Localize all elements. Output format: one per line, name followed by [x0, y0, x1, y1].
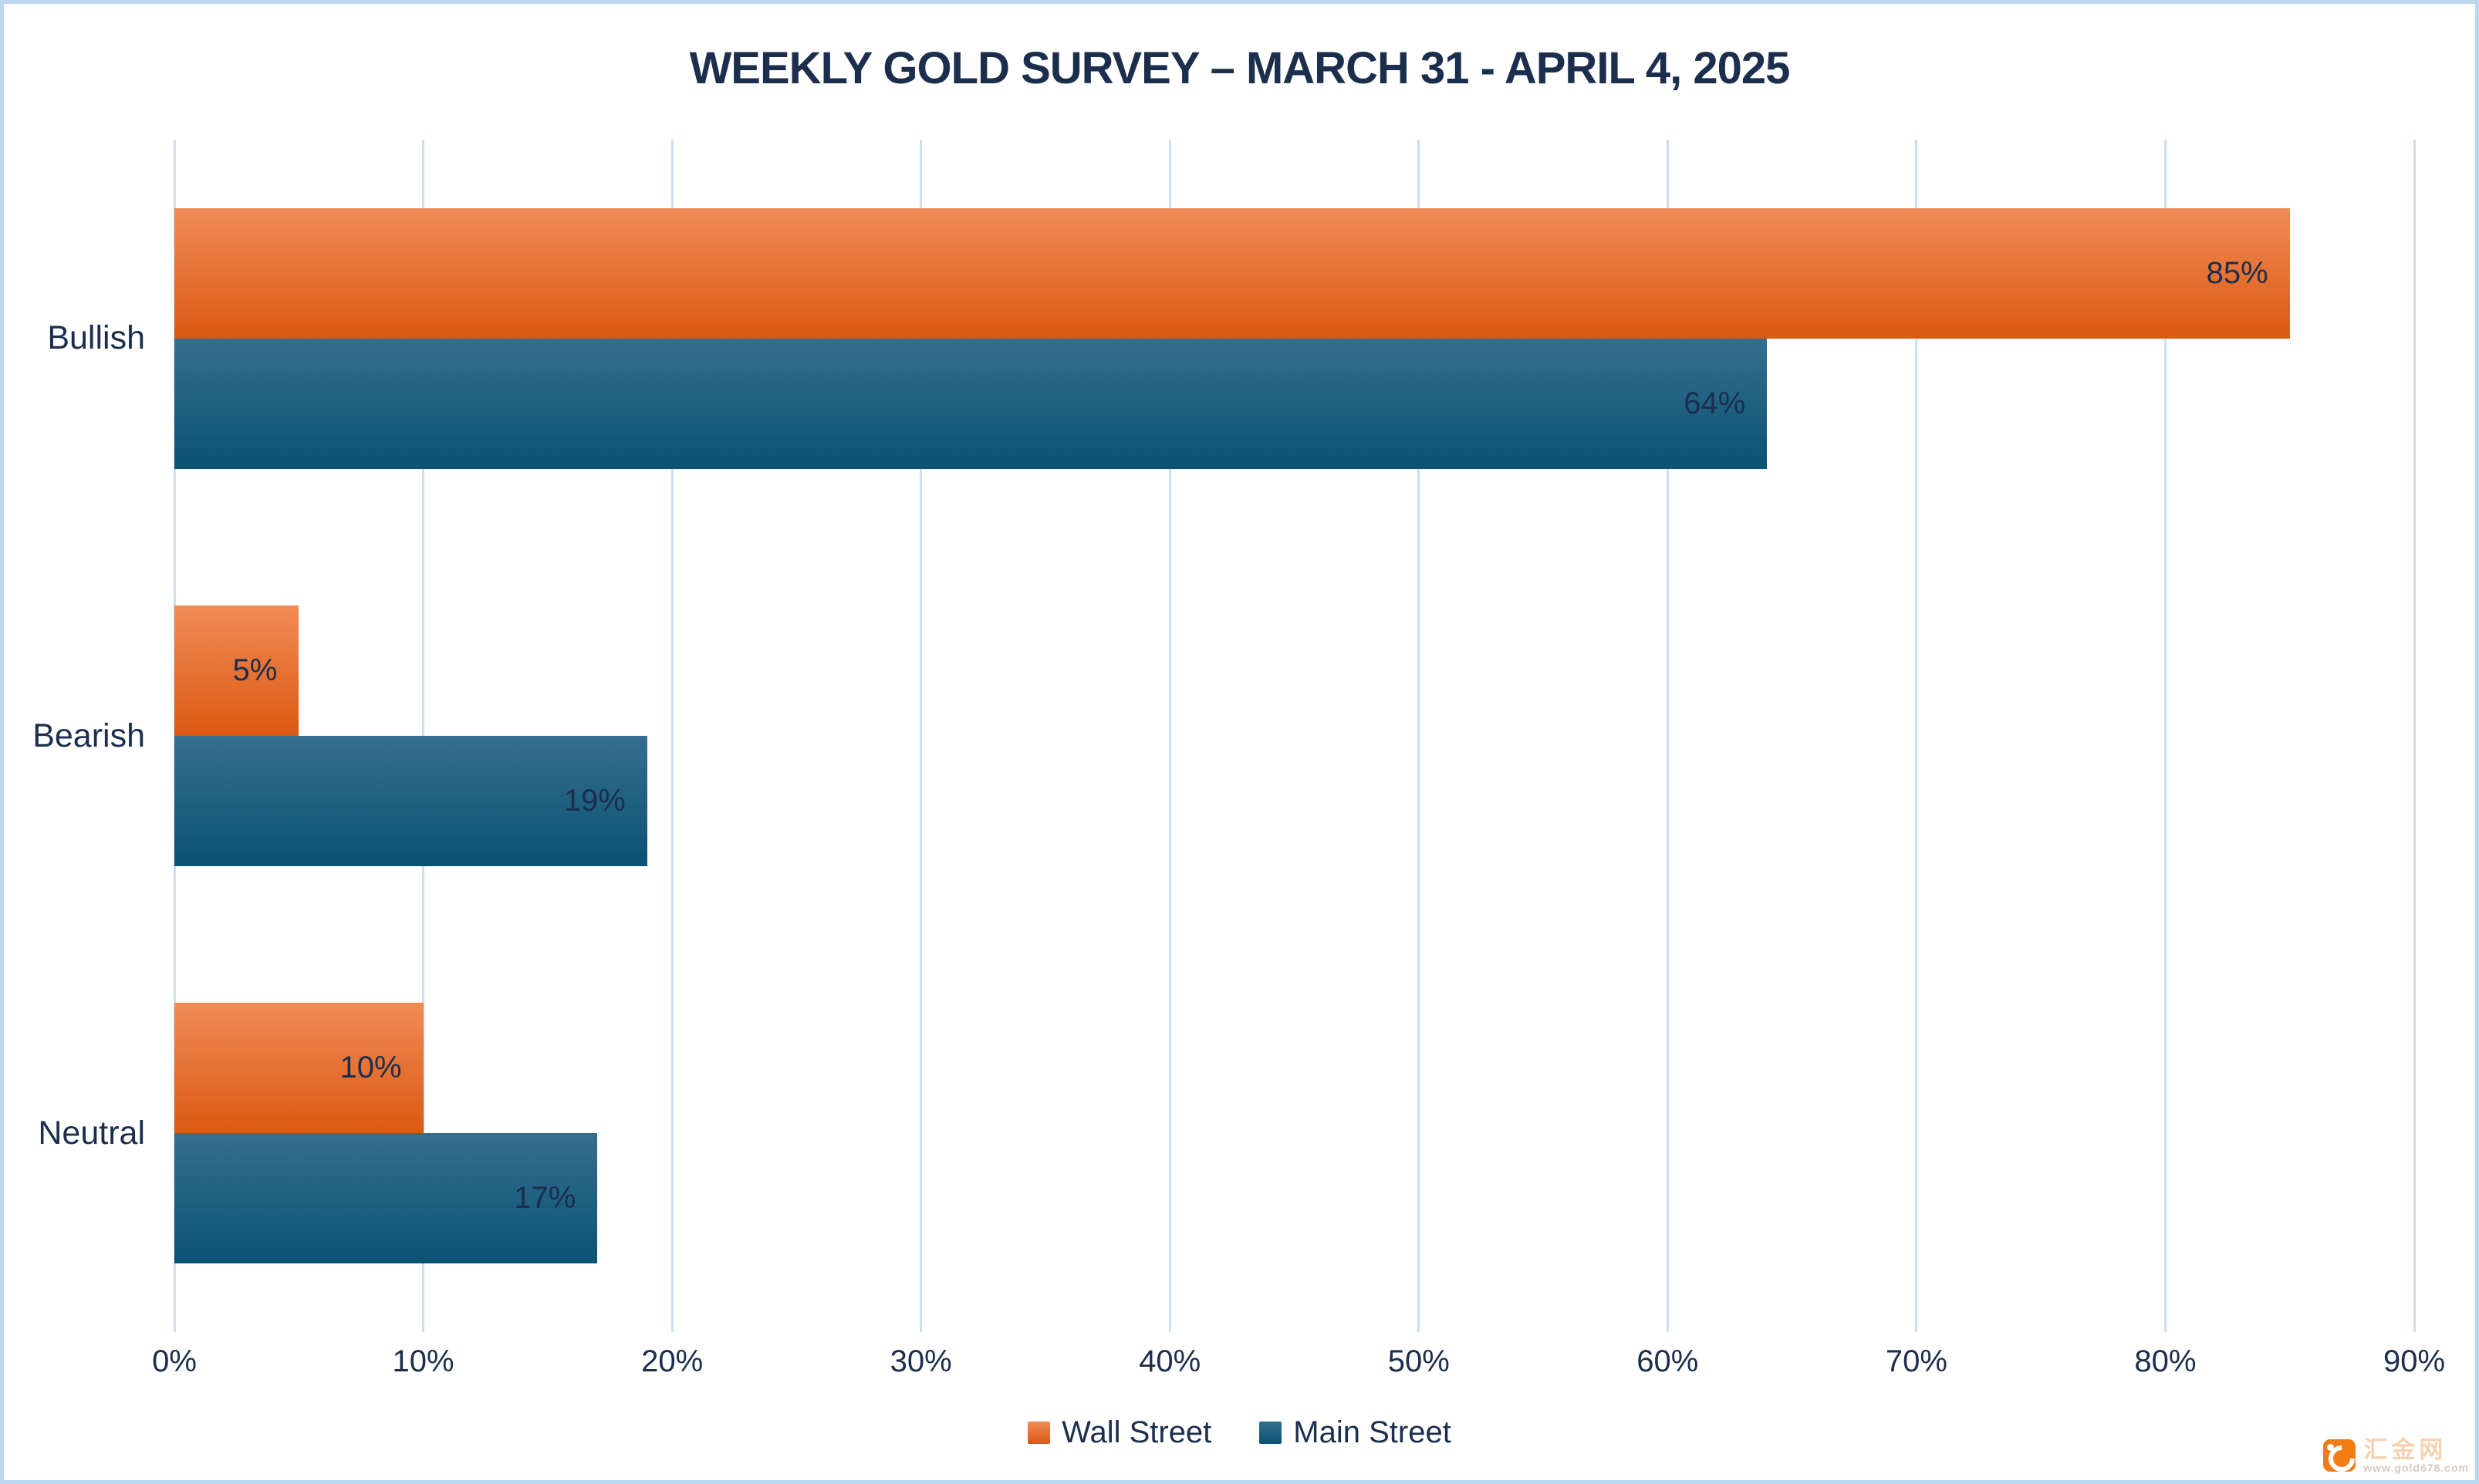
category-label-bullish: Bullish: [47, 319, 145, 357]
data-label-main-street-bullish: 64%: [1684, 386, 1746, 420]
watermark-logo-icon: [2323, 1439, 2361, 1478]
legend-item-wall-street: Wall Street: [1028, 1415, 1211, 1450]
gridline: [1168, 140, 1171, 1332]
bar-main-street-bullish: [174, 338, 1768, 469]
gridline: [920, 140, 923, 1332]
category-label-bearish: Bearish: [32, 717, 145, 754]
x-axis-tick-label: 70%: [1885, 1344, 1947, 1378]
legend-swatch-main-street: [1259, 1421, 1282, 1444]
x-axis-tick-label: 60%: [1636, 1344, 1699, 1378]
chart-legend: Wall Street Main Street: [4, 1414, 2475, 1451]
x-axis-tick-label: 40%: [1139, 1344, 1201, 1378]
gridline: [670, 140, 674, 1332]
watermark: 汇金网 www.gold678.com: [2323, 1435, 2469, 1478]
watermark-site-name: 汇金网: [2363, 1435, 2447, 1463]
legend-item-main-street: Main Street: [1259, 1415, 1451, 1450]
legend-label-main-street: Main Street: [1293, 1415, 1451, 1449]
gridline: [1915, 140, 1918, 1332]
bar-main-street-bearish: [174, 736, 647, 866]
legend-swatch-wall-street: [1028, 1421, 1051, 1444]
gridline: [1417, 140, 1420, 1332]
data-label-main-street-neutral: 17%: [514, 1181, 576, 1216]
x-axis-tick-label: 80%: [2134, 1344, 2197, 1378]
x-axis-tick-label: 50%: [1387, 1344, 1450, 1378]
legend-label-wall-street: Wall Street: [1062, 1415, 1212, 1449]
data-label-wall-street-neutral: 10%: [339, 1051, 402, 1085]
gridline: [2163, 140, 2167, 1332]
data-label-wall-street-bullish: 85%: [2206, 255, 2268, 290]
gridline: [2413, 140, 2416, 1332]
crescent-dot-icon: [2327, 1444, 2335, 1452]
data-label-wall-street-bearish: 5%: [232, 653, 278, 687]
x-axis-tick-label: 90%: [2383, 1344, 2446, 1378]
x-axis-tick-label: 20%: [641, 1344, 704, 1378]
category-label-neutral: Neutral: [38, 1114, 145, 1152]
bar-wall-street-bullish: [174, 207, 2290, 339]
data-label-main-street-bearish: 19%: [563, 784, 626, 818]
gridline: [1666, 140, 1669, 1332]
chart-title: WEEKLY GOLD SURVEY – MARCH 31 - APRIL 4,…: [689, 43, 1791, 93]
bar-wall-street-bearish: [174, 605, 299, 736]
x-axis-tick-label: 10%: [392, 1344, 454, 1378]
bar-wall-street-neutral: [174, 1003, 424, 1134]
x-axis-tick-label: 30%: [890, 1344, 952, 1378]
x-axis-tick-label: 0%: [152, 1344, 197, 1378]
bar-main-street-neutral: [174, 1133, 598, 1264]
watermark-text: 汇金网 www.gold678.com: [2363, 1435, 2469, 1475]
watermark-site-url: www.gold678.com: [2363, 1462, 2469, 1475]
